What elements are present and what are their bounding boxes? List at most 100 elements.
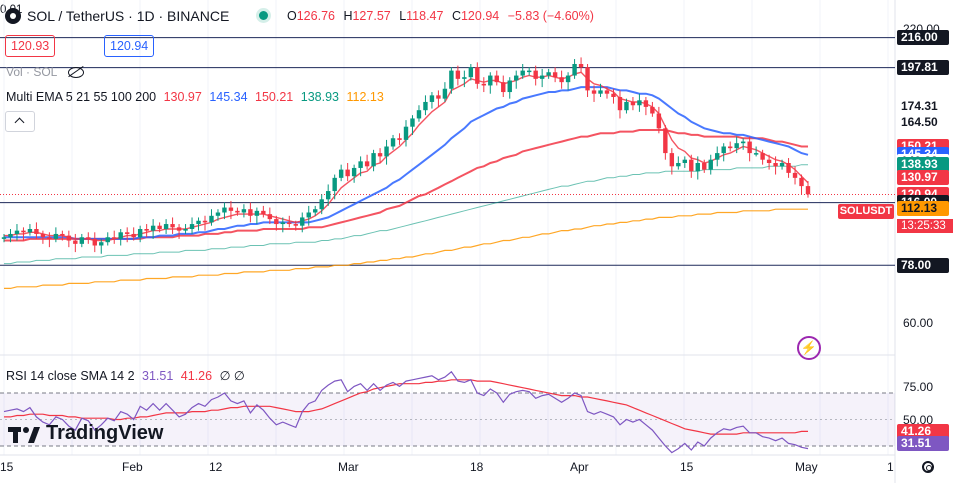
candle-body (766, 159, 772, 163)
candle-body (449, 70, 454, 89)
candle-body (501, 82, 506, 93)
candle-body (261, 210, 266, 215)
candle-body (196, 220, 201, 225)
chart-header: SOL / TetherUS · 1D · BINANCE O126.76 H1… (0, 0, 620, 34)
candle-body (533, 70, 538, 79)
candle-body (702, 163, 707, 170)
price-label: 138.93 (897, 157, 949, 173)
candle-body (604, 90, 610, 94)
candle-body (267, 214, 273, 220)
candle-body (358, 161, 363, 168)
rsi-pane (0, 370, 895, 454)
candle-body (241, 209, 247, 213)
ema55-line (4, 129, 808, 242)
time-tick: Mar (338, 460, 359, 474)
candle-body (131, 233, 136, 238)
ema55-value: 150.21 (255, 90, 294, 104)
candle-body (124, 232, 130, 234)
candle-body (598, 90, 603, 94)
candle-body (105, 237, 110, 243)
axis-tick: 50.00 (903, 413, 934, 427)
candle-body (287, 222, 292, 225)
buy-price-button[interactable]: 120.94 (104, 35, 155, 57)
candle-body (300, 217, 305, 226)
rsi-sma-line (4, 379, 808, 435)
candle-body (416, 110, 422, 119)
candle-body (144, 229, 149, 231)
symbol-title[interactable]: SOL / TetherUS · 1D · BINANCE (27, 8, 230, 24)
candle-body (773, 163, 778, 167)
chart-grid (0, 0, 896, 483)
candle-body (792, 172, 798, 178)
open-key: O (287, 9, 297, 23)
candle-body (436, 95, 441, 99)
low-value: 118.47 (406, 9, 444, 23)
candle-body (47, 237, 52, 239)
high-value: 127.57 (352, 9, 391, 23)
lightning-icon[interactable]: ⚡ (797, 336, 821, 360)
time-tick: Apr (570, 460, 589, 474)
candle-body (183, 229, 188, 231)
candle-body (423, 101, 428, 111)
candle-body (624, 101, 629, 111)
price-label: 216.00 (897, 30, 949, 46)
candle-body (86, 237, 91, 239)
ema21-line (4, 86, 809, 240)
rsi-extra: ∅ ∅ (219, 369, 245, 383)
candle-body (526, 70, 532, 73)
candle-body (734, 143, 739, 149)
sell-price-button[interactable]: 120.93 (5, 35, 56, 57)
candle-body (805, 186, 811, 195)
candle-body (565, 75, 571, 83)
open-value: 126.76 (296, 9, 335, 23)
candle-body (280, 222, 286, 225)
ema-legend[interactable]: Multi EMA 5 21 55 100 200 130.97 145.34 … (6, 90, 388, 104)
ema200-line (4, 208, 808, 289)
axis-tick: 220.00 (903, 22, 940, 36)
time-tick: 12 (209, 460, 223, 474)
candle-body (137, 229, 143, 238)
hide-eye-icon[interactable] (68, 67, 84, 78)
candle-body (21, 230, 26, 233)
settings-gear-icon[interactable] (922, 461, 934, 473)
candle-body (676, 163, 681, 167)
candle-body (721, 146, 726, 154)
candle-body (539, 75, 545, 79)
ema5-value: 130.97 (163, 90, 202, 104)
symbol-tag: SOLUSDT (838, 204, 894, 219)
price-label: 174.31 (897, 98, 949, 114)
change-value: −5.83 (−4.60%) (507, 9, 594, 23)
candle-body (682, 159, 688, 163)
candle-body (215, 212, 221, 216)
candle-body (397, 138, 402, 140)
ema200-value: 112.13 (346, 90, 384, 104)
solana-logo-icon (5, 8, 21, 24)
candle-body (799, 177, 804, 187)
candle-body (455, 70, 461, 79)
candle-body (99, 242, 104, 246)
rsi-legend[interactable]: RSI 14 close SMA 14 2 31.51 41.26 ∅ ∅ (6, 368, 249, 383)
candle-body (228, 207, 234, 211)
tradingview-logo-icon (8, 427, 40, 443)
candle-body (468, 67, 474, 78)
candle-body (79, 237, 85, 244)
candle-body (1, 237, 7, 239)
candle-body (332, 177, 337, 192)
candle-body (345, 169, 350, 177)
candle-body (235, 210, 240, 213)
candle-body (403, 126, 409, 140)
price-label: 78.00 (897, 257, 949, 273)
candle-body (462, 77, 467, 79)
candle-body (8, 233, 13, 238)
collapse-chevron-icon[interactable] (5, 111, 35, 132)
candle-body (695, 163, 700, 172)
ema21-value: 145.34 (209, 90, 248, 104)
candle-body (222, 207, 227, 213)
axis-tick: 75.00 (903, 380, 934, 394)
ema-label: Multi EMA 5 21 55 100 200 (6, 90, 157, 104)
candle-body (163, 224, 169, 229)
candle-body (429, 95, 435, 102)
close-value: 120.94 (460, 9, 500, 23)
candle-body (591, 90, 597, 94)
